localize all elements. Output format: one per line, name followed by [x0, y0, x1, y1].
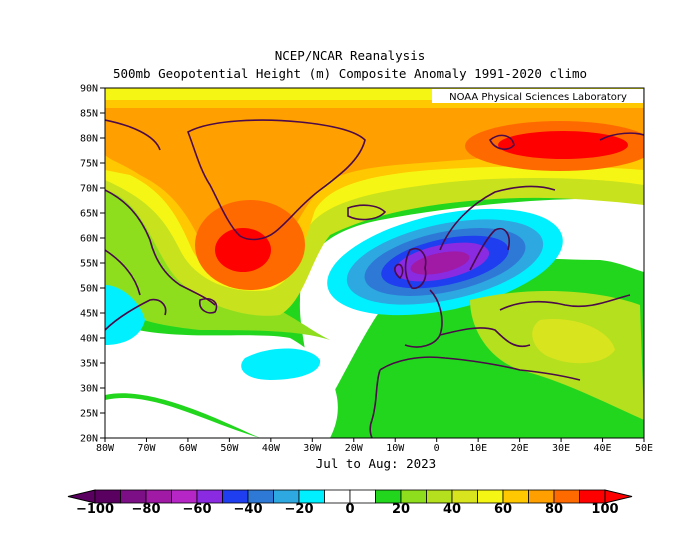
- lat-tick-label: 40N: [80, 334, 98, 345]
- lon-tick-label: 70W: [137, 443, 156, 454]
- colorbar-tick-label: −80: [131, 502, 161, 517]
- colorbar-tick-label: 40: [442, 502, 462, 517]
- colorbar-tick-label: −100: [75, 502, 115, 517]
- coastline-north-america: [105, 119, 216, 331]
- lat-tick-label: 20N: [80, 434, 98, 445]
- colorbar-max-arrow: [604, 489, 633, 504]
- lon-tick-label: 20W: [345, 443, 364, 454]
- coastline-novaya-zemlya: [599, 132, 644, 141]
- lat-tick-label: 35N: [80, 359, 98, 370]
- anomaly-field-azores: [241, 348, 321, 380]
- coastline-greenland: [186, 119, 366, 241]
- lat-tick-label: 90N: [80, 84, 98, 95]
- period-label: Jul to Aug: 2023: [315, 456, 437, 471]
- lon-tick-label: 20E: [511, 443, 529, 454]
- lat-tick-label: 60N: [80, 234, 98, 245]
- credit-label: NOAA Physical Sciences Laboratory: [449, 92, 627, 103]
- colorbar-tick-label: 0: [345, 502, 355, 517]
- lon-tick-label: 30E: [552, 443, 570, 454]
- lon-tick-label: 30W: [303, 443, 322, 454]
- colorbar-tick-label: 80: [544, 502, 564, 517]
- lon-tick-label: 60W: [179, 443, 198, 454]
- lon-tick-label: 50W: [220, 443, 239, 454]
- coastline-scandinavia: [439, 185, 556, 271]
- coastline-europe: [404, 289, 631, 348]
- lat-tick-label: 85N: [80, 109, 98, 120]
- longitude-axis: 80W 70W 60W 50W 40W 30W 20W 10W 0 10E 20E 30E 40E 50E: [96, 438, 653, 454]
- coastline-africa: [369, 356, 581, 438]
- coastline-svalbard: [488, 134, 515, 150]
- lon-tick-label: 10E: [469, 443, 487, 454]
- lat-tick-label: 55N: [80, 259, 98, 270]
- colorbar-tick-label: 20: [391, 502, 411, 517]
- chart-subtitle: 500mb Geopotential Height (m) Composite …: [112, 66, 588, 81]
- lon-tick-label: 40W: [262, 443, 281, 454]
- lat-tick-label: 45N: [80, 309, 98, 320]
- colorbar-tick-label: 100: [591, 502, 619, 517]
- coastline-iceland: [347, 204, 387, 221]
- lat-tick-label: 70N: [80, 184, 98, 195]
- lat-tick-label: 80N: [80, 134, 98, 145]
- lat-tick-label: 50N: [80, 284, 98, 295]
- chart-title: NCEP/NCAR Reanalysis: [274, 48, 426, 63]
- lat-tick-label: 30N: [80, 384, 98, 395]
- credit-box: [432, 89, 643, 103]
- lon-tick-label: 50E: [635, 443, 653, 454]
- lon-tick-label: 80W: [96, 443, 115, 454]
- coastline-british-isles: [394, 248, 427, 290]
- anomaly-field-barents-2: [498, 131, 628, 159]
- anomaly-field-middle-east-2: [532, 319, 615, 364]
- colorbar-tick-label: −40: [233, 502, 263, 517]
- lon-tick-label: 0: [434, 443, 440, 454]
- coastlines: [105, 119, 644, 438]
- coastline-newfoundland: [198, 298, 218, 314]
- lon-tick-label: 40E: [594, 443, 612, 454]
- colorbar-tick-label: −60: [182, 502, 212, 517]
- lat-tick-label: 65N: [80, 209, 98, 220]
- lon-tick-label: 10W: [386, 443, 405, 454]
- lat-tick-label: 25N: [80, 409, 98, 420]
- colorbar-tick-label: −20: [284, 502, 314, 517]
- latitude-axis: 90N 85N 80N 75N 70N 65N 60N 55N 50N 45N 40N 35N 30N 2…: [80, 84, 105, 445]
- colorbar-tick-label: 60: [493, 502, 513, 517]
- lat-tick-label: 75N: [80, 159, 98, 170]
